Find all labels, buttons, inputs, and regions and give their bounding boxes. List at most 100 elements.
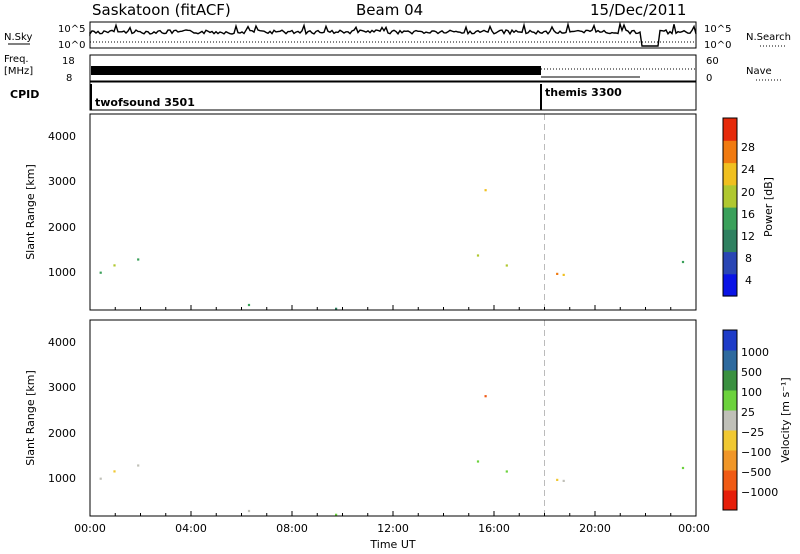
noise-panel: N.Sky 10^5 10^0 10^5 10^0 N.Search bbox=[4, 21, 791, 51]
scatter-cell-r6 bbox=[335, 307, 338, 310]
colorbar-swatch bbox=[723, 370, 737, 391]
cpid-panel: CPID twofsound 3501 themis 3300 bbox=[10, 81, 697, 111]
scatter-cell-r1 bbox=[113, 470, 116, 473]
station-title: Saskatoon (fitACF) bbox=[92, 1, 231, 19]
power-ytick-1000: 1000 bbox=[48, 266, 76, 279]
vel-ytick-1000: 1000 bbox=[48, 472, 76, 485]
scatter-cell-r6 bbox=[335, 513, 338, 516]
power-cbar-28: 28 bbox=[741, 141, 755, 154]
x-axis-label: Time UT bbox=[369, 538, 415, 551]
velocity-ylabel: Slant Range [km] bbox=[24, 370, 37, 466]
vel-cbar-m500: −500 bbox=[741, 466, 771, 479]
noise-right-tick-bot: 10^0 bbox=[704, 40, 731, 51]
noise-left-tick-top: 10^5 bbox=[58, 24, 85, 35]
scatter-cell-r1 bbox=[113, 264, 116, 267]
noise-left-tick-bot: 10^0 bbox=[58, 40, 85, 51]
scatter-cell-r7 bbox=[505, 470, 508, 473]
cpid-label: CPID bbox=[10, 88, 39, 101]
xtick-2: 08:00 bbox=[276, 522, 308, 535]
colorbar-swatch bbox=[723, 162, 737, 186]
scatter-cell-r6 bbox=[247, 509, 251, 513]
scatter-cell-r7 bbox=[505, 264, 508, 267]
cpid-mode-2: themis 3300 bbox=[545, 86, 622, 99]
power-panel: 4000 3000 2000 1000 Slant Range [km] bbox=[24, 113, 697, 311]
power-colorbar: 28 24 20 16 12 8 4 Power [dB] bbox=[722, 117, 775, 297]
cpid-mode-1: twofsound 3501 bbox=[95, 96, 195, 109]
xtick-0: 00:00 bbox=[74, 522, 106, 535]
power-cbar-4: 4 bbox=[745, 274, 752, 287]
vel-cbar-500: 500 bbox=[741, 366, 762, 379]
power-cbar-label: Power [dB] bbox=[762, 177, 775, 237]
freq-right-tick-top: 60 bbox=[706, 56, 719, 67]
freq-left-tick-top: 18 bbox=[62, 56, 75, 67]
freq-left-tick-bot: 8 bbox=[66, 73, 72, 84]
xtick-1: 04:00 bbox=[175, 522, 207, 535]
velocity-yaxis: 4000 3000 2000 1000 bbox=[48, 336, 76, 485]
power-ylabel: Slant Range [km] bbox=[24, 164, 37, 260]
scatter-cell-r8 bbox=[484, 395, 487, 398]
power-ytick-3000: 3000 bbox=[48, 175, 76, 188]
xtick-4: 16:00 bbox=[478, 522, 510, 535]
vel-cbar-1000: 1000 bbox=[741, 346, 769, 359]
velocity-scatter bbox=[99, 395, 685, 516]
vel-cbar-100: 100 bbox=[741, 386, 762, 399]
colorbar-swatch bbox=[723, 273, 737, 297]
vel-cbar-25: 25 bbox=[741, 406, 755, 419]
scatter-cell-r7 bbox=[476, 254, 480, 257]
scatter-cell-r7 bbox=[476, 460, 480, 463]
freq-band bbox=[91, 66, 541, 75]
noise-right-tick-top: 10^5 bbox=[704, 24, 731, 35]
freq-label-2: [MHz] bbox=[4, 66, 33, 77]
colorbar-swatch bbox=[723, 450, 737, 471]
power-cbar-12: 12 bbox=[741, 230, 755, 243]
vel-ytick-4000: 4000 bbox=[48, 336, 76, 349]
noise-right-label: N.Search bbox=[746, 32, 791, 43]
noise-left-label: N.Sky bbox=[4, 32, 32, 43]
scatter-cell-r9 bbox=[562, 479, 565, 482]
xtick-5: 20:00 bbox=[579, 522, 611, 535]
velocity-panel: 4000 3000 2000 1000 Slant Range [km] bbox=[24, 319, 697, 517]
colorbar-swatch bbox=[723, 410, 737, 431]
colorbar-swatch bbox=[723, 390, 737, 411]
colorbar-swatch bbox=[723, 490, 737, 511]
scatter-cell-r8 bbox=[484, 189, 487, 192]
xtick-3: 12:00 bbox=[377, 522, 409, 535]
power-ytick-4000: 4000 bbox=[48, 130, 76, 143]
power-cbar-20: 20 bbox=[741, 186, 755, 199]
scatter-cell-r9 bbox=[562, 273, 565, 276]
colorbar-swatch bbox=[723, 207, 737, 230]
vel-ytick-3000: 3000 bbox=[48, 381, 76, 394]
vel-cbar-m25: −25 bbox=[741, 426, 764, 439]
beam-title: Beam 04 bbox=[356, 1, 423, 19]
colorbar-swatch bbox=[723, 251, 737, 275]
scatter-cell-r12 bbox=[681, 466, 685, 470]
colorbar-swatch bbox=[723, 118, 737, 141]
scatter-cell-r9 bbox=[556, 478, 559, 481]
power-cbar-24: 24 bbox=[741, 163, 755, 176]
power-scatter bbox=[99, 189, 685, 310]
scatter-cell-r6 bbox=[247, 303, 251, 307]
colorbar-swatch bbox=[723, 140, 737, 164]
colorbar-swatch bbox=[723, 184, 737, 208]
power-cbar-16: 16 bbox=[741, 208, 755, 221]
noise-trace bbox=[89, 21, 697, 47]
scatter-cell-r2 bbox=[99, 271, 102, 274]
nave-label: Nave bbox=[746, 66, 772, 77]
x-axis: 00:00 04:00 08:00 12:00 16:00 20:00 00:0… bbox=[74, 305, 710, 551]
vel-ytick-2000: 2000 bbox=[48, 427, 76, 440]
vel-cbar-label: Velocity [m s⁻¹] bbox=[779, 377, 792, 462]
xtick-6: 00:00 bbox=[678, 522, 710, 535]
vel-cbar-m1000: −1000 bbox=[741, 486, 778, 499]
scatter-cell-r1 bbox=[137, 258, 140, 261]
freq-label-1: Freq. bbox=[4, 54, 29, 65]
date-title: 15/Dec/2011 bbox=[590, 1, 686, 19]
vel-cbar-m100: −100 bbox=[741, 446, 771, 459]
velocity-colorbar: 1000 500 100 25 −25 −100 −500 −1000 Velo… bbox=[722, 329, 792, 511]
scatter-cell-r1 bbox=[137, 464, 140, 467]
colorbar-swatch bbox=[723, 350, 737, 371]
freq-right-tick-bot: 0 bbox=[706, 73, 712, 84]
colorbar-swatch bbox=[723, 470, 737, 491]
colorbar-swatch bbox=[723, 430, 737, 451]
colorbar-swatch bbox=[723, 229, 737, 253]
